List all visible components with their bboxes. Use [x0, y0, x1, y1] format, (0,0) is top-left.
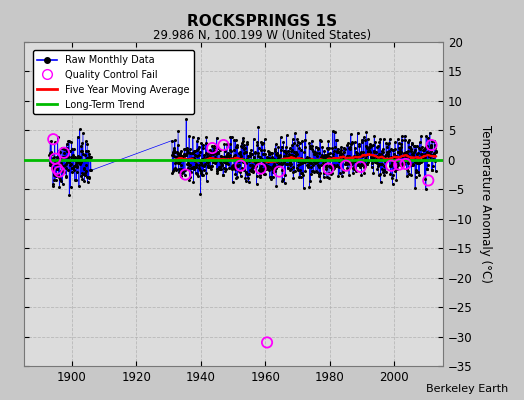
- Point: [53, 166, 61, 172]
- Point: [395, 161, 403, 168]
- Point: [424, 177, 432, 184]
- Point: [60, 150, 68, 156]
- Text: Berkeley Earth: Berkeley Earth: [426, 384, 508, 394]
- Text: ROCKSPRINGS 1S: ROCKSPRINGS 1S: [187, 14, 337, 29]
- Legend: Raw Monthly Data, Quality Control Fail, Five Year Moving Average, Long-Term Tren: Raw Monthly Data, Quality Control Fail, …: [32, 50, 194, 114]
- Point: [49, 136, 58, 142]
- Point: [51, 156, 59, 162]
- Point: [387, 162, 396, 169]
- Point: [256, 166, 265, 172]
- Point: [427, 142, 435, 148]
- Text: 29.986 N, 100.199 W (United States): 29.986 N, 100.199 W (United States): [153, 29, 371, 42]
- Point: [220, 142, 228, 148]
- Y-axis label: Temperature Anomaly (°C): Temperature Anomaly (°C): [479, 125, 492, 283]
- Point: [324, 166, 333, 172]
- Point: [263, 339, 271, 346]
- Point: [275, 168, 283, 175]
- Point: [236, 162, 245, 169]
- Point: [181, 171, 190, 178]
- Point: [401, 161, 410, 167]
- Point: [208, 145, 216, 151]
- Point: [356, 164, 365, 170]
- Point: [342, 162, 350, 169]
- Point: [55, 168, 63, 175]
